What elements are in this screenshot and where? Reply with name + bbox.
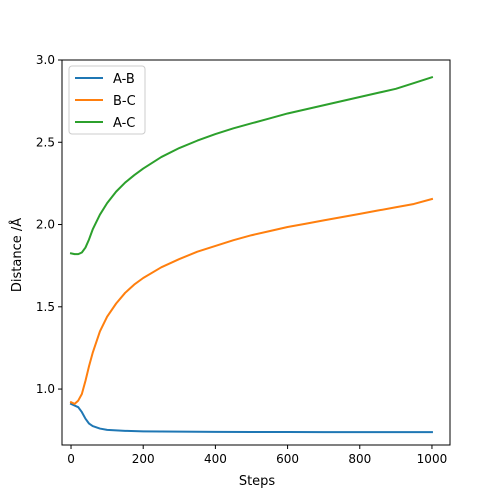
y-tick-label: 1.0 [36,382,55,396]
series-line-b-c [69,197,434,405]
y-axis-label: Distance /Å [9,218,25,292]
x-tick-label: 600 [276,452,299,466]
plot-frame [61,59,451,446]
y-tick-label: 1.5 [36,300,55,314]
series-line-a-b [69,402,433,434]
x-tick-label: 0 [67,452,75,466]
legend-label-a-c: A-C [113,116,135,131]
y-tick-label: 3.0 [36,53,55,67]
legend-label-b-c: B-C [113,94,136,109]
x-axis-label: Steps [239,474,276,489]
series-line-a-c [69,76,434,256]
plot-layer: 0 200 400 600 800 10001.01.52.02.53.0A-BB-CA-… [36,53,451,466]
legend: A-B B-C A-C [68,65,146,135]
x-tick-label: 400 [204,452,227,466]
x-tick-label: 800 [348,452,371,466]
y-tick-label: 2.0 [36,218,55,232]
y-tick-label: 2.5 [36,135,55,149]
x-tick-label: 200 [132,452,155,466]
x-tick-label: 1000 [417,452,448,466]
legend-label-a-b: A-B [113,72,135,87]
legend-box [68,65,146,135]
